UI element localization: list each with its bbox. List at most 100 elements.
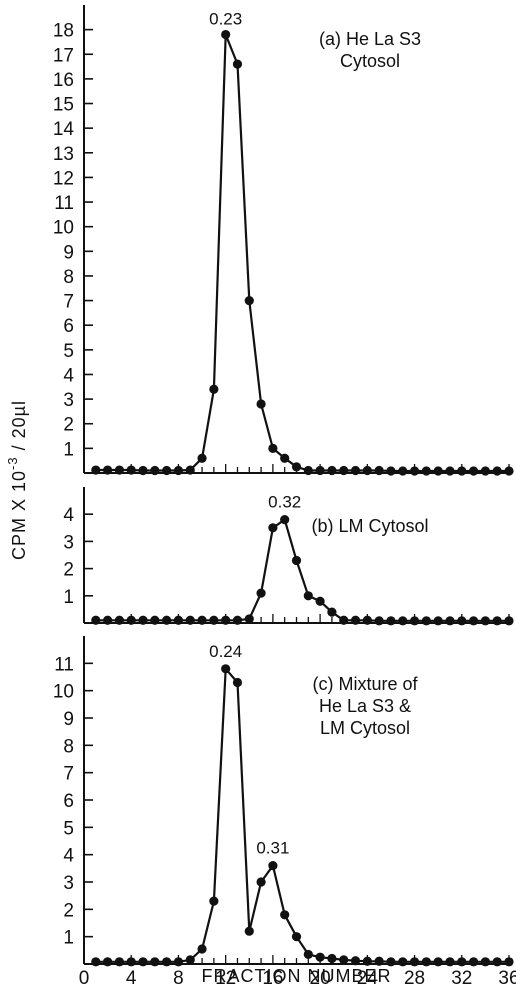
data-point (350, 956, 361, 966)
data-point (244, 295, 254, 306)
panel-label-line: (a) He La S3 (319, 29, 421, 49)
data-point (232, 677, 243, 688)
data-point (114, 615, 125, 625)
series-line (95, 33, 509, 473)
y-tick-label: 15 (53, 95, 74, 116)
data-point (445, 616, 455, 626)
y-tick-label: 16 (53, 70, 74, 91)
y-tick-label: 4 (63, 365, 74, 386)
series-line (95, 667, 509, 963)
y-tick-label: 9 (63, 242, 74, 263)
data-point (91, 465, 101, 475)
y-tick-label: 8 (63, 736, 74, 757)
data-point (386, 957, 396, 967)
y-tick-label: 2 (63, 415, 74, 436)
y-tick-label: 8 (63, 267, 74, 288)
data-point (457, 957, 467, 967)
data-point (457, 466, 467, 476)
data-point (398, 616, 408, 626)
data-point (445, 957, 455, 967)
panel-label: (a) He La S3 Cytosol (319, 29, 421, 71)
data-point (103, 615, 113, 625)
y-tick-label: 5 (63, 341, 74, 362)
data-point (114, 465, 125, 475)
data-point (91, 957, 101, 967)
data-point (303, 465, 313, 476)
y-tick-label: 4 (63, 846, 74, 867)
x-tick-label: 16 (262, 968, 283, 987)
data-point (268, 443, 278, 453)
data-point (197, 615, 207, 625)
data-point (480, 616, 490, 626)
data-point (480, 466, 490, 476)
panel-label-line: Cytosol (340, 51, 400, 71)
panel-b: 1 2 3 4 0.32 (b) LM Cytosol (63, 487, 514, 626)
data-point (327, 953, 337, 964)
data-point (232, 59, 243, 69)
data-point (268, 861, 278, 871)
y-tick-label: 4 (63, 505, 74, 526)
data-point (221, 29, 231, 40)
panel-c: 1 2 3 4 5 6 7 8 9 10 11 0.24 0.31 (c) Mixture of He La… (53, 636, 514, 967)
x-tick-label: 24 (357, 968, 379, 987)
data-point (457, 616, 467, 626)
data-point (362, 615, 372, 625)
data-point (421, 466, 431, 476)
data-point (421, 957, 431, 967)
data-point (197, 453, 207, 463)
data-point (244, 614, 254, 624)
y-tick-label: 11 (54, 193, 74, 214)
x-axis-title: FRACTION NUMBER (202, 966, 392, 986)
data-point (398, 466, 408, 476)
x-axis: 0 4 8 12 16 20 24 28 32 36 (79, 968, 516, 987)
y-axis-title-superscript: -3 (5, 456, 20, 470)
data-point (150, 615, 160, 625)
data-point (327, 607, 337, 617)
data-point (173, 615, 184, 625)
y-tick-label: 10 (53, 218, 74, 239)
data-point (291, 462, 302, 472)
data-point (209, 615, 219, 625)
data-point (409, 616, 420, 626)
data-point (209, 384, 219, 394)
y-tick-label: 3 (63, 532, 74, 553)
data-point (480, 957, 490, 967)
data-point (374, 616, 384, 626)
data-point (504, 957, 514, 967)
panel-label-line: (c) Mixture of (312, 674, 418, 694)
peak-annotation: 0.32 (268, 493, 301, 512)
data-point (492, 957, 502, 967)
data-point (126, 615, 136, 625)
data-point (185, 615, 195, 625)
data-point (350, 615, 361, 625)
data-point (445, 466, 455, 476)
y-tick-label: 2 (63, 900, 74, 921)
data-point (280, 910, 290, 920)
data-point (409, 957, 420, 967)
data-point (173, 465, 184, 476)
series-line (95, 518, 509, 622)
y-tick-label: 5 (63, 818, 74, 839)
data-point (303, 591, 313, 601)
data-point (504, 466, 514, 476)
data-point (492, 466, 502, 476)
data-point (291, 555, 302, 566)
y-tick-label: 14 (53, 119, 75, 140)
data-point (91, 615, 101, 625)
panel-label: (c) Mixture of He La S3 & LM Cytosol (312, 674, 418, 738)
data-point (339, 955, 349, 965)
data-point (433, 957, 443, 967)
y-axis-title: CPM X 10-3 / 20µl (5, 400, 29, 560)
data-point (421, 616, 431, 626)
x-tick-label: 12 (215, 968, 236, 987)
y-tick-label: 7 (63, 764, 74, 785)
data-point (232, 615, 243, 625)
y-tick-label: 11 (54, 654, 74, 675)
y-tick-label: 17 (53, 45, 74, 66)
data-point (103, 957, 113, 967)
data-point (150, 957, 160, 967)
data-point (362, 956, 372, 966)
data-point (221, 664, 231, 674)
data-point (315, 596, 325, 606)
